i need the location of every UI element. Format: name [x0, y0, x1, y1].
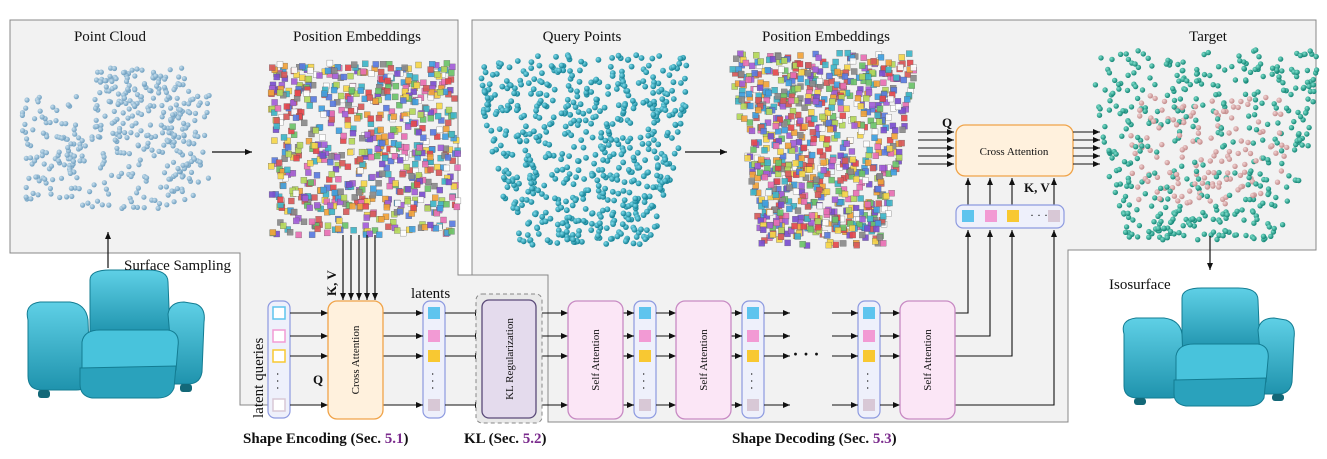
token-column-after-kl-token-2 [639, 330, 651, 342]
kv-route-arrow [955, 230, 1015, 357]
point-cloud-image [19, 65, 212, 211]
caption-shape-decoding-text: Shape Decoding (Sec. [732, 431, 873, 447]
token-column-before-self-attention-3-token-3 [863, 350, 875, 362]
kv-token-4 [1048, 210, 1060, 222]
label-position-embeddings-encoder: Position Embeddings [293, 29, 421, 45]
caption-kl-close: ) [542, 431, 547, 447]
token-column-latent-queries-token-2 [272, 329, 286, 343]
caption-shape-encoding-text: Shape Encoding (Sec. [243, 431, 385, 447]
caption-shape-encoding-ref: 5.1 [385, 431, 404, 447]
caption-shape-decoding-close: ) [892, 431, 897, 447]
label-latent-queries: latent queries [251, 337, 267, 418]
token-column-after-self-attention-1-token-2 [747, 330, 759, 342]
layer-ellipsis: · · · [792, 344, 819, 364]
label-isosurface: Isosurface [1109, 277, 1171, 293]
self-attention-2-label: Self Attention [698, 329, 710, 391]
input-chair-image [26, 269, 205, 399]
token-column-latents-token-1 [428, 307, 440, 319]
label-query-points: Query Points [543, 29, 622, 45]
query-points-image [478, 52, 690, 248]
caption-kl-ref: 5.2 [523, 431, 542, 447]
kv-arrows-encoder [340, 235, 378, 300]
token-column-latent-queries-token-1 [272, 306, 286, 320]
caption-shape-encoding: Shape Encoding (Sec. 5.1) [243, 431, 408, 447]
token-column-after-kl-token-1 [639, 307, 651, 319]
kv-token-1 [962, 210, 974, 222]
token-column-before-self-attention-3-token-4 [863, 399, 875, 411]
label-kv-encoder: K, V [324, 270, 339, 296]
label-point-cloud: Point Cloud [74, 29, 147, 45]
token-column-after-self-attention-1-token-3 [747, 350, 759, 362]
token-column-latents-token-2 [428, 330, 440, 342]
output-chair-image [1122, 287, 1295, 407]
self-attention-2 [675, 300, 732, 420]
position-embeddings-image-decoder [729, 49, 917, 249]
token-column-latent-queries-token-4 [272, 398, 286, 412]
token-column-before-self-attention-3-token-2 [863, 330, 875, 342]
cross-attention-encoder-label: Cross Attention [350, 325, 362, 394]
label-target: Target [1189, 29, 1228, 45]
token-column-before-self-attention-3-ellipsis: · · · [861, 372, 875, 390]
cross-attention-decoder [955, 124, 1074, 177]
token-column-latent-queries-ellipsis: · · · [271, 372, 285, 390]
position-embeddings-image-encoder [267, 59, 462, 239]
label-position-embeddings-decoder: Position Embeddings [762, 29, 890, 45]
self-attention-1-label: Self Attention [590, 329, 602, 391]
kv-route-arrow [955, 230, 1057, 406]
kl-regularization-label: KL Regularization [504, 318, 516, 400]
kv-token-ellipsis: · · · [1030, 208, 1048, 222]
caption-shape-encoding-close: ) [403, 431, 408, 447]
kv-token-3 [1007, 210, 1019, 222]
token-column-after-kl-ellipsis: · · · [637, 372, 651, 390]
label-q-encoder: Q [313, 372, 323, 387]
caption-shape-decoding: Shape Decoding (Sec. 5.3) [732, 431, 897, 447]
label-kv-decoder: K, V [1024, 180, 1050, 195]
self-attention-3 [899, 300, 956, 420]
token-column-after-self-attention-1-ellipsis: · · · [745, 372, 759, 390]
token-column-after-kl-token-4 [639, 399, 651, 411]
target-image [1092, 47, 1320, 243]
kv-token-2 [985, 210, 997, 222]
token-column-before-self-attention-3-token-1 [863, 307, 875, 319]
caption-kl-text: KL (Sec. [464, 431, 523, 447]
token-column-after-kl-token-3 [639, 350, 651, 362]
token-column-latents-token-4 [428, 399, 440, 411]
cross-attention-encoder [327, 300, 384, 420]
token-column-after-self-attention-1-token-1 [747, 307, 759, 319]
token-column-latents-token-3 [428, 350, 440, 362]
caption-kl: KL (Sec. 5.2) [464, 431, 547, 447]
kv-route-arrow [955, 230, 993, 337]
token-column-latent-queries-token-3 [272, 349, 286, 363]
label-q-decoder: Q [942, 115, 952, 130]
kl-regularization-block [481, 299, 537, 419]
self-attention-1 [567, 300, 624, 420]
label-latents: latents [411, 286, 450, 302]
kv-route-arrow [955, 230, 971, 314]
token-column-latents-ellipsis: · · · [426, 372, 440, 390]
self-attention-3-label: Self Attention [922, 329, 934, 391]
label-surface-sampling: Surface Sampling [124, 258, 232, 274]
caption-shape-decoding-ref: 5.3 [873, 431, 892, 447]
cross-attention-decoder-label: Cross Attention [980, 146, 1049, 158]
token-column-after-self-attention-1-token-4 [747, 399, 759, 411]
